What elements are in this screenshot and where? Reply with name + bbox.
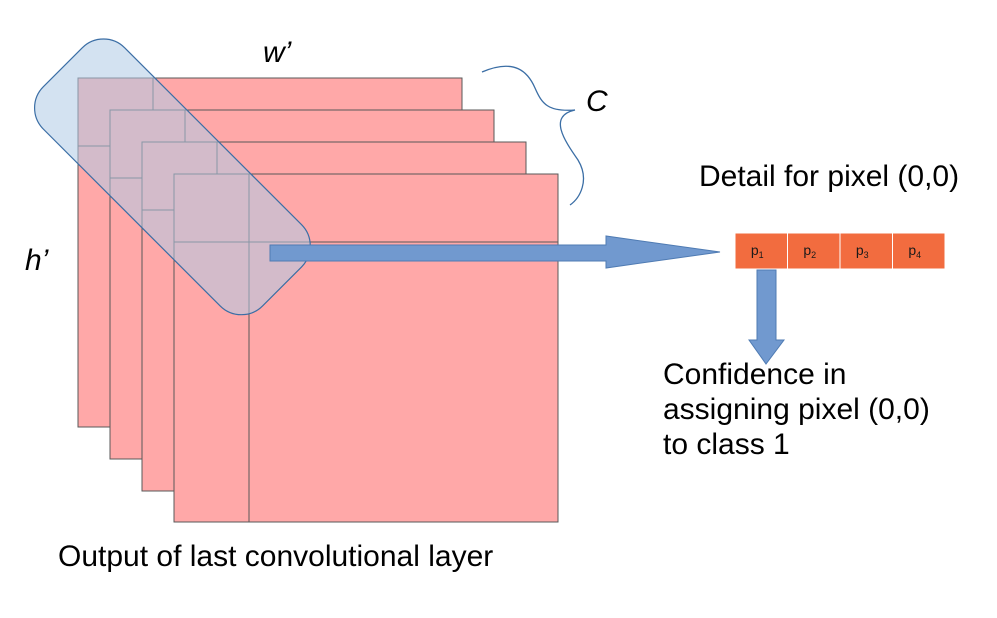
pixel-detail-vector: p1 p2 p3 p4 — [734, 232, 946, 270]
vector-cell-1 — [734, 232, 788, 270]
pixel-column-highlight — [33, 38, 311, 316]
confidence-label: Confidence in assigning pixel (0,0) to c… — [663, 358, 930, 461]
detail-title: Detail for pixel (0,0) — [699, 160, 960, 193]
channel-brace — [481, 65, 585, 206]
feature-map-4 — [173, 173, 559, 523]
down-arrow — [748, 269, 785, 365]
width-label: w’ — [263, 36, 292, 69]
right-arrow — [269, 235, 721, 269]
height-label: h’ — [25, 244, 49, 277]
vector-cell-3 — [839, 232, 893, 270]
caption: Output of last convolutional layer — [58, 540, 494, 573]
channels-label: C — [586, 85, 608, 118]
vector-cell-4 — [892, 232, 946, 270]
